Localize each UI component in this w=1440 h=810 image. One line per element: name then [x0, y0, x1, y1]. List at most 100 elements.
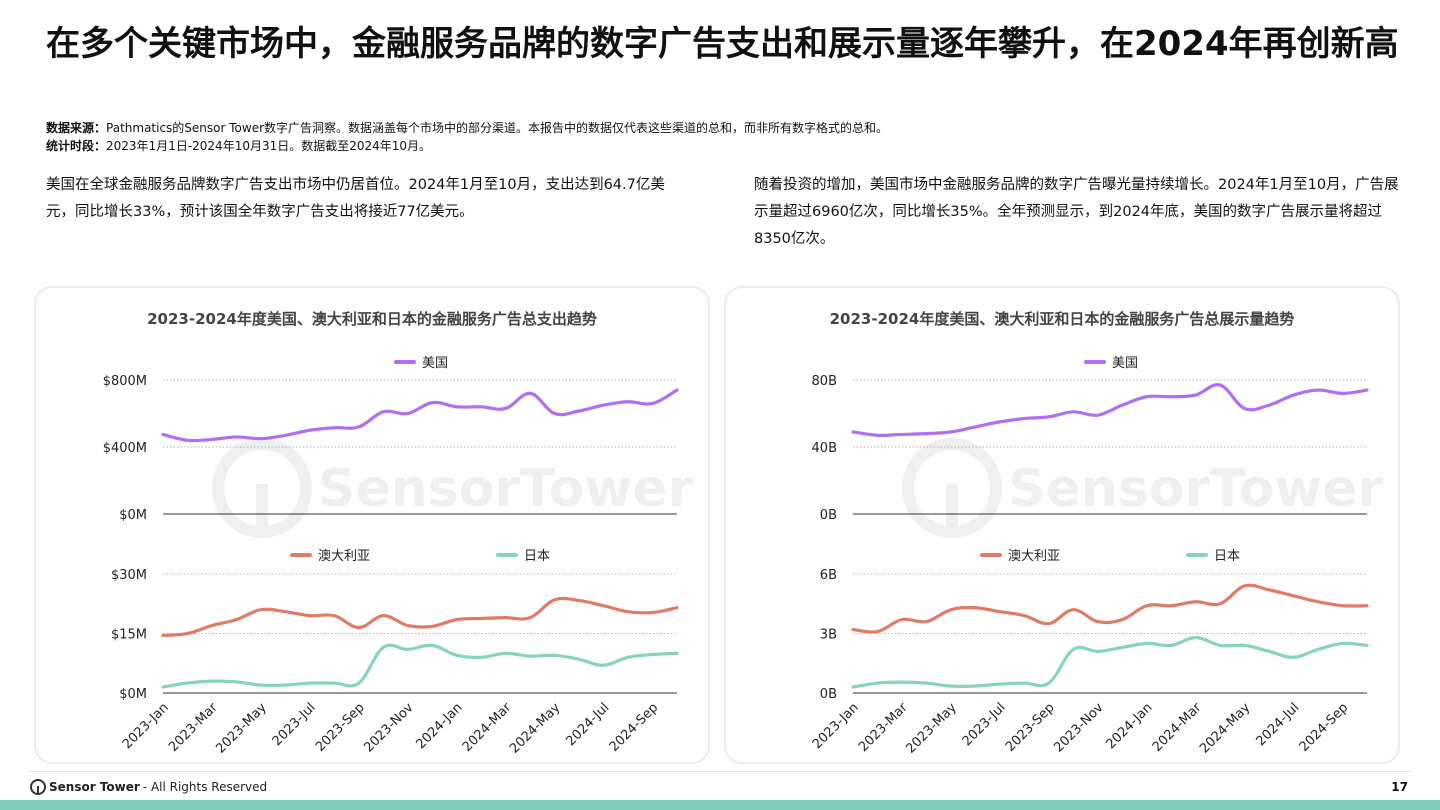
data-point-au [358, 626, 360, 629]
data-point-us [554, 412, 556, 415]
y-tick-label: 6B [820, 568, 837, 583]
data-point-jp [627, 656, 629, 658]
period-text: 2023年1月1日-2024年10月31日。数据截至2024年10月。 [106, 139, 432, 153]
watermark-text: SensorTower [1008, 459, 1384, 519]
y-tick-label: $0M [119, 687, 147, 702]
data-point-us [1366, 389, 1368, 391]
y-tick-label: $0M [119, 508, 147, 523]
data-point-au [382, 615, 384, 617]
data-point-jp [407, 648, 409, 650]
data-point-jp [1244, 644, 1246, 646]
data-point-au [1023, 615, 1025, 617]
data-point-au [211, 624, 213, 627]
footer-brand: Sensor Tower [49, 780, 140, 794]
x-tick-label: 2023-Jan [810, 700, 862, 752]
data-point-jp [1317, 648, 1319, 650]
y-tick-label: 3B [820, 628, 837, 643]
page-title: 在多个关键市场中，金融服务品牌的数字广告支出和展示量逐年攀升，在2024年再创新… [46, 24, 1399, 64]
y-tick-label: $30M [111, 568, 147, 583]
x-tick-label: 2024-Jul [1253, 700, 1302, 749]
data-point-jp [480, 656, 482, 658]
data-point-au [333, 615, 335, 617]
data-point-jp [999, 683, 1001, 685]
data-point-au [901, 619, 903, 621]
footer-logo: Sensor Tower - All Rights Reserved [30, 777, 267, 797]
x-tick-label: 2024-May [507, 700, 564, 757]
data-point-jp [456, 654, 458, 656]
data-point-jp [1072, 648, 1074, 650]
x-tick-label: 2023-Sep [1003, 700, 1058, 755]
data-point-us [480, 406, 482, 408]
x-tick-label: 2024-Jan [1104, 700, 1156, 752]
data-point-us [876, 434, 879, 436]
data-point-us [578, 410, 580, 412]
data-point-us [505, 407, 507, 410]
data-point-jp [676, 652, 678, 654]
data-point-au [480, 617, 482, 620]
y-tick-label: $400M [103, 441, 147, 456]
data-point-au [1048, 622, 1050, 625]
series-line-au [161, 596, 679, 638]
footer-rights: - All Rights Reserved [142, 780, 268, 794]
data-point-jp [1097, 650, 1099, 652]
data-point-au [1219, 603, 1221, 605]
data-point-au [431, 625, 433, 627]
data-point-us [852, 431, 854, 433]
legend-label: 澳大利亚 [1008, 548, 1060, 564]
x-tick-label: 2024-Jan [414, 700, 466, 752]
data-point-us [186, 439, 189, 441]
data-point-us [1244, 407, 1246, 410]
data-point-jp [358, 682, 360, 684]
data-point-au [974, 607, 976, 609]
data-point-jp [578, 658, 580, 660]
footer-divider [28, 771, 1412, 772]
data-point-jp [260, 684, 262, 686]
data-point-us [1268, 404, 1270, 406]
series-line-au [851, 583, 1369, 634]
data-point-us [1023, 417, 1025, 420]
data-point-au [260, 609, 262, 611]
data-point-jp [974, 685, 976, 687]
chart-title: 2023-2024年度美国、澳大利亚和日本的金融服务广告总展示量趋势 [830, 310, 1295, 328]
data-point-au [235, 619, 238, 621]
period-label: 统计时段： [46, 139, 107, 153]
data-point-jp [529, 655, 531, 657]
data-point-us [651, 402, 654, 405]
data-point-au [1121, 619, 1123, 621]
x-tick-label: 2023-May [213, 700, 270, 757]
data-point-au [1317, 601, 1319, 603]
data-point-au [1268, 589, 1270, 591]
legend-label: 澳大利亚 [318, 548, 370, 564]
data-point-au [1341, 605, 1344, 607]
data-point-jp [505, 652, 507, 654]
legend-label: 日本 [1214, 549, 1240, 564]
data-point-au [602, 605, 605, 607]
watermark: SensorTower [902, 438, 1384, 538]
data-point-us [627, 401, 629, 403]
x-tick-label: 2023-Nov [1051, 700, 1106, 755]
data-point-jp [1341, 642, 1344, 645]
data-point-jp [1219, 644, 1221, 646]
data-point-au [876, 630, 879, 633]
data-point-jp [1268, 650, 1270, 652]
watermark-logo-stem [946, 484, 958, 530]
data-point-jp [852, 686, 854, 688]
data-point-jp [431, 644, 433, 646]
data-point-us [309, 429, 311, 431]
data-point-jp [382, 646, 384, 648]
data-point-jp [1023, 682, 1025, 684]
data-point-au [1146, 605, 1148, 607]
x-tick-label: 2024-Jul [563, 700, 612, 749]
data-point-jp [925, 682, 928, 684]
chart-title: 2023-2024年度美国、澳大利亚和日本的金融服务广告总支出趋势 [147, 310, 597, 328]
data-point-jp [876, 682, 879, 684]
x-tick-label: 2023-Nov [361, 700, 416, 755]
data-point-us [950, 431, 952, 433]
data-point-au [1195, 601, 1197, 603]
data-point-us [1341, 392, 1344, 394]
data-point-au [309, 615, 311, 617]
data-point-au [627, 611, 629, 613]
data-point-au [529, 617, 531, 619]
watermark-logo-stem [256, 484, 268, 530]
data-point-us [211, 438, 213, 441]
